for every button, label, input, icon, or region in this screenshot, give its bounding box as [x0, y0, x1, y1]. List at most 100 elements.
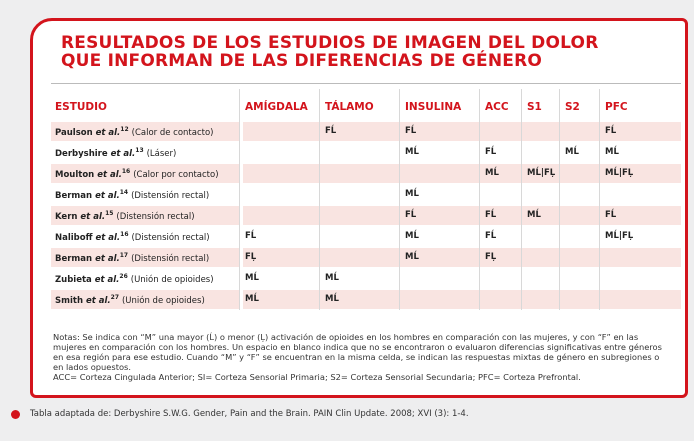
study-desc: (Calor de contacto) — [131, 127, 214, 138]
study-author: Moulton — [55, 169, 95, 180]
cell: MĹ — [325, 294, 339, 304]
row-stripe — [51, 290, 239, 309]
study-ref: 15 — [105, 210, 114, 217]
row-stripe — [51, 248, 239, 267]
cell: MĹ — [325, 273, 339, 283]
cell: FĹ — [485, 231, 497, 241]
column-divider — [239, 89, 240, 310]
cell: MĹ — [405, 231, 419, 241]
column-divider — [319, 89, 320, 310]
study-ref: 13 — [135, 147, 144, 154]
study-name: Smith et al.27 (Unión de opioides) — [55, 294, 205, 306]
title-line: RESULTADOS DE LOS ESTUDIOS DE IMAGEN DEL… — [61, 33, 599, 53]
study-ref: 26 — [119, 273, 128, 280]
cell: MĹ — [405, 147, 419, 157]
row-stripe — [243, 290, 681, 309]
study-author: Berman — [55, 190, 93, 201]
study-desc: (Unión de opioides) — [130, 274, 214, 285]
column-header: ESTUDIO — [55, 101, 107, 113]
cell: MĹ — [245, 273, 259, 283]
cell: FĹ — [485, 210, 497, 220]
column-header: S2 — [565, 101, 580, 113]
cell: MĹ — [605, 147, 619, 157]
cell: MĹ — [527, 210, 541, 220]
note: Notas: Se indica con “M” una mayor (Ĺ) o… — [53, 332, 662, 372]
study-name: Naliboff et al.16 (Distensión rectal) — [55, 231, 210, 243]
study-ref: 17 — [119, 252, 129, 259]
study-desc: (Distensión rectal) — [116, 211, 195, 222]
study-author: Derbyshire — [55, 148, 108, 159]
cell: FĹ — [605, 210, 617, 220]
study-ref: 14 — [119, 189, 129, 196]
source: Tabla adaptada de: Derbyshire S.W.G. Gen… — [30, 409, 469, 419]
row-stripe — [243, 248, 681, 267]
study-name: Paulson et al.12 (Calor de contacto) — [55, 126, 214, 138]
cell: MĹ — [405, 189, 419, 199]
column-header: PFC — [605, 101, 628, 113]
study-name: Derbyshire et al.13 (Láser) — [55, 147, 176, 159]
study-author: Naliboff — [55, 232, 93, 243]
row-stripe — [51, 206, 239, 225]
column-divider — [399, 89, 400, 310]
study-ref: 12 — [120, 126, 129, 133]
divider — [51, 83, 681, 84]
column-header: AMÍGDALA — [245, 101, 308, 113]
cell: MĹ — [485, 168, 499, 178]
cell: MĹ|FĻ — [605, 168, 634, 178]
study-etal: et al. — [97, 169, 122, 180]
study-ref: 16 — [120, 231, 129, 238]
cell: MĹ|FĻ — [527, 168, 556, 178]
row-stripe — [51, 164, 239, 183]
study-desc: (Distensión rectal) — [131, 190, 210, 201]
column-divider — [599, 89, 600, 310]
row-stripe — [243, 122, 681, 141]
study-name: Zubieta et al.26 (Unión de opioides) — [55, 273, 214, 285]
study-desc: (Láser) — [146, 148, 177, 159]
study-desc: (Calor por contacto) — [133, 169, 219, 180]
study-desc: (Distensión rectal) — [131, 253, 210, 264]
title-line: QUE INFORMAN DE LAS DIFERENCIAS DE GÉNER… — [61, 51, 543, 71]
study-author: Zubieta — [55, 274, 92, 285]
row-stripe — [51, 122, 239, 141]
study-author: Smith — [55, 295, 84, 306]
column-header: S1 — [527, 101, 542, 113]
cell: FĹ — [325, 126, 337, 136]
study-etal: et al. — [94, 274, 120, 285]
study-name: Berman et al.14 (Distensión rectal) — [55, 189, 209, 201]
column-divider — [559, 89, 560, 310]
study-etal: et al. — [95, 253, 120, 264]
study-desc: (Distensión rectal) — [131, 232, 210, 243]
study-etal: et al. — [110, 148, 136, 159]
cell: MĹ — [565, 147, 579, 157]
bullet — [11, 410, 20, 419]
column-divider — [521, 89, 522, 310]
cell: FĹ — [245, 231, 257, 241]
study-author: Berman — [55, 253, 93, 264]
study-author: Kern — [55, 211, 78, 222]
cell: FĻ — [245, 252, 257, 262]
study-ref: 16 — [121, 168, 131, 175]
cell: FĹ — [605, 126, 617, 136]
cell: FĹ — [405, 126, 417, 136]
study-etal: et al. — [95, 232, 121, 243]
row-stripe — [243, 164, 681, 183]
notes: Notas: Se indica con “M” una mayor (Ĺ) o… — [53, 332, 663, 382]
study-etal: et al. — [95, 127, 121, 138]
study-etal: et al. — [80, 211, 106, 222]
study-name: Berman et al.17 (Distensión rectal) — [55, 252, 209, 264]
cell: FĹ — [485, 147, 497, 157]
row-stripe — [243, 206, 681, 225]
card: RESULTADOS DE LOS ESTUDIOS DE IMAGEN DEL… — [30, 18, 688, 398]
cell: FĹ — [405, 210, 417, 220]
note: ACC= Corteza Cingulada Anterior; SI= Cor… — [53, 372, 581, 382]
column-header: INSULINA — [405, 101, 462, 113]
study-name: Kern et al.15 (Distensión rectal) — [55, 210, 195, 222]
cell: FĻ — [485, 252, 497, 262]
study-desc: (Unión de opioides) — [121, 295, 205, 306]
study-etal: et al. — [85, 295, 111, 306]
cell: MĹ — [405, 252, 419, 262]
column-divider — [479, 89, 480, 310]
study-author: Paulson — [55, 127, 93, 138]
study-name: Moulton et al.16 (Calor por contacto) — [55, 168, 219, 180]
